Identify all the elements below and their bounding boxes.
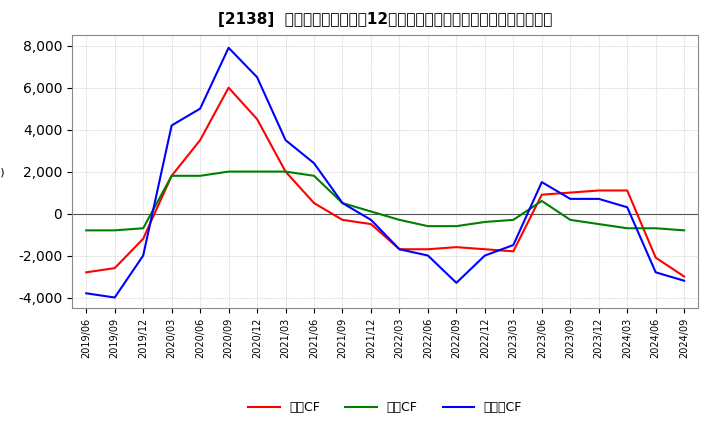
営業CF: [623, 188, 631, 193]
営業CF: [452, 245, 461, 250]
投資CF: [623, 226, 631, 231]
フリーCF: [310, 161, 318, 166]
投資CF: [253, 169, 261, 174]
Line: フリーCF: フリーCF: [86, 48, 684, 297]
営業CF: [680, 274, 688, 279]
投資CF: [509, 217, 518, 223]
投資CF: [680, 228, 688, 233]
投資CF: [395, 217, 404, 223]
フリーCF: [452, 280, 461, 286]
フリーCF: [167, 123, 176, 128]
投資CF: [139, 226, 148, 231]
Title: [2138]  キャッシュフローの12か月移動合計の対前年同期増減額の推移: [2138] キャッシュフローの12か月移動合計の対前年同期増減額の推移: [218, 12, 552, 27]
フリーCF: [82, 291, 91, 296]
営業CF: [110, 265, 119, 271]
投資CF: [282, 169, 290, 174]
投資CF: [310, 173, 318, 179]
営業CF: [282, 169, 290, 174]
フリーCF: [509, 242, 518, 248]
投資CF: [110, 228, 119, 233]
投資CF: [366, 209, 375, 214]
フリーCF: [566, 196, 575, 202]
営業CF: [509, 249, 518, 254]
営業CF: [537, 192, 546, 197]
フリーCF: [537, 180, 546, 185]
フリーCF: [110, 295, 119, 300]
営業CF: [366, 221, 375, 227]
投資CF: [338, 201, 347, 206]
営業CF: [196, 137, 204, 143]
投資CF: [82, 228, 91, 233]
フリーCF: [253, 74, 261, 80]
Line: 営業CF: 営業CF: [86, 88, 684, 276]
フリーCF: [338, 201, 347, 206]
営業CF: [566, 190, 575, 195]
営業CF: [139, 236, 148, 242]
投資CF: [167, 173, 176, 179]
投資CF: [480, 219, 489, 224]
投資CF: [423, 224, 432, 229]
フリーCF: [366, 217, 375, 223]
フリーCF: [423, 253, 432, 258]
営業CF: [338, 217, 347, 223]
フリーCF: [395, 246, 404, 252]
投資CF: [652, 226, 660, 231]
営業CF: [82, 270, 91, 275]
フリーCF: [139, 253, 148, 258]
フリーCF: [623, 205, 631, 210]
フリーCF: [282, 137, 290, 143]
フリーCF: [225, 45, 233, 51]
投資CF: [595, 221, 603, 227]
投資CF: [196, 173, 204, 179]
Line: 投資CF: 投資CF: [86, 172, 684, 231]
営業CF: [225, 85, 233, 90]
フリーCF: [595, 196, 603, 202]
Legend: 営業CF, 投資CF, フリーCF: 営業CF, 投資CF, フリーCF: [243, 396, 527, 419]
フリーCF: [652, 270, 660, 275]
営業CF: [480, 246, 489, 252]
Y-axis label: (百万円): (百万円): [0, 167, 4, 176]
営業CF: [595, 188, 603, 193]
投資CF: [566, 217, 575, 223]
営業CF: [310, 201, 318, 206]
フリーCF: [480, 253, 489, 258]
営業CF: [395, 246, 404, 252]
営業CF: [423, 246, 432, 252]
投資CF: [225, 169, 233, 174]
投資CF: [537, 198, 546, 204]
営業CF: [253, 117, 261, 122]
営業CF: [167, 173, 176, 179]
フリーCF: [196, 106, 204, 111]
フリーCF: [680, 278, 688, 283]
営業CF: [652, 255, 660, 260]
投資CF: [452, 224, 461, 229]
